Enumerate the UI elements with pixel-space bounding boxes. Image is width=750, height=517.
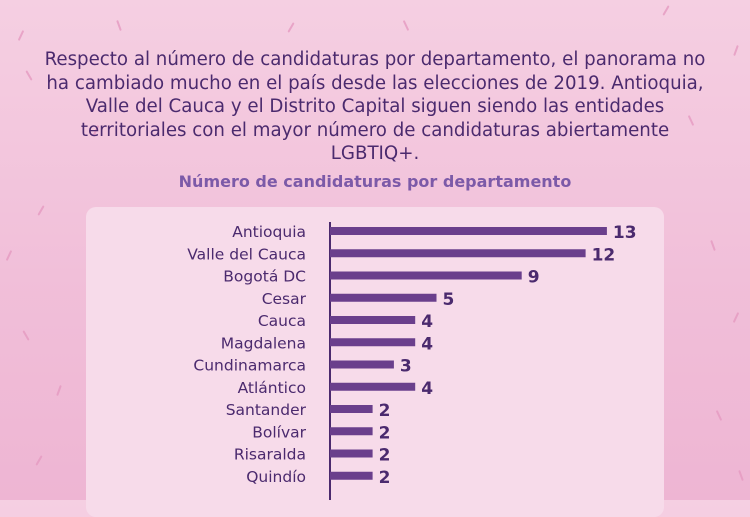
value-label: 4: [421, 312, 433, 332]
bar: [330, 293, 437, 302]
value-label: 12: [592, 245, 616, 265]
bar-chart: Antioquia 13 Valle del Cauca 12 Bogotá DC 9 Ce…: [187, 222, 637, 500]
category-label: Cundinamarca: [193, 357, 306, 375]
bar: [330, 471, 373, 480]
bar: [330, 338, 416, 347]
value-label: 2: [379, 423, 391, 443]
category-label: Cesar: [262, 290, 307, 308]
chart-title: Número de candidaturas por departamento: [178, 172, 572, 191]
value-label: 4: [421, 379, 433, 399]
bar: [330, 271, 522, 280]
category-label: Magdalena: [221, 334, 306, 352]
category-label: Risaralda: [234, 446, 306, 464]
value-label: 4: [421, 334, 433, 354]
value-label: 9: [528, 268, 540, 288]
bar: [330, 427, 373, 436]
category-label: Bogotá DC: [223, 268, 306, 286]
bar: [330, 316, 416, 324]
category-label: Valle del Cauca: [187, 245, 306, 263]
category-label: Antioquia: [232, 223, 306, 241]
value-label: 3: [400, 357, 412, 377]
value-label: 2: [379, 446, 391, 466]
category-label: Cauca: [258, 312, 306, 330]
intro-paragraph: Respecto al número de candidaturas por d…: [44, 49, 706, 165]
bar: [330, 249, 586, 258]
bar: [330, 449, 373, 458]
bar: [330, 405, 373, 413]
bar: [330, 227, 607, 235]
category-label: Santander: [226, 401, 307, 419]
category-label: Bolívar: [252, 423, 306, 441]
category-label: Quindío: [246, 468, 306, 486]
value-label: 2: [379, 401, 391, 421]
value-label: 13: [613, 223, 637, 243]
value-label: 5: [443, 290, 455, 310]
category-label: Atlántico: [238, 379, 306, 397]
value-label: 2: [379, 468, 391, 488]
bar: [330, 382, 416, 391]
bar: [330, 360, 394, 369]
